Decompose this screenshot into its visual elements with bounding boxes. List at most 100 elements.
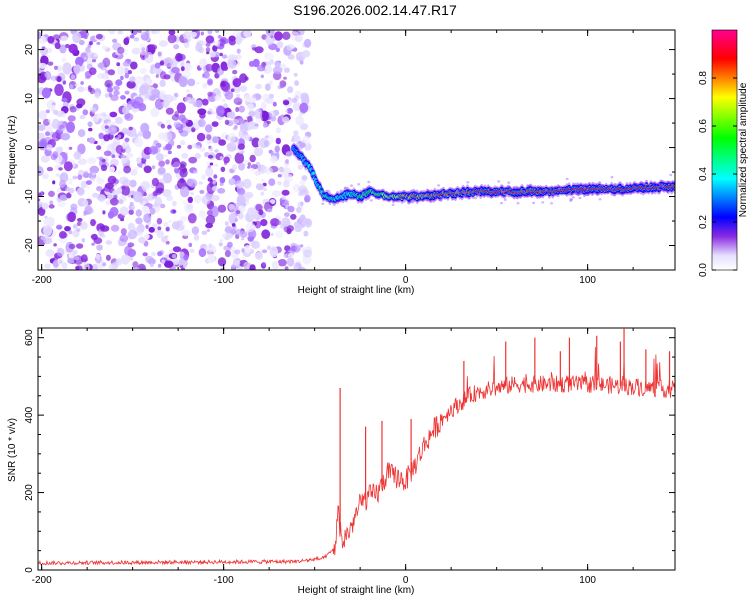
noise-blob bbox=[217, 204, 227, 213]
noise-blob bbox=[269, 199, 276, 205]
noise-blob bbox=[108, 263, 117, 270]
noise-blob bbox=[303, 230, 309, 237]
ridge-scatter bbox=[598, 198, 602, 201]
noise-blob bbox=[220, 61, 228, 70]
x-tick-label: 0 bbox=[403, 575, 409, 586]
noise-blob bbox=[224, 91, 234, 100]
noise-blob bbox=[285, 159, 289, 164]
noise-blob bbox=[66, 192, 72, 199]
ridge-scatter bbox=[302, 164, 306, 167]
noise-blob bbox=[134, 75, 144, 86]
noise-blob bbox=[238, 105, 245, 113]
noise-blob bbox=[131, 47, 141, 55]
noise-blob bbox=[133, 266, 140, 270]
ridge-scatter bbox=[579, 191, 583, 195]
noise-blob bbox=[257, 65, 266, 72]
noise-blob bbox=[270, 232, 274, 237]
noise-blob bbox=[206, 134, 212, 141]
noise-blob bbox=[151, 165, 156, 170]
noise-blob bbox=[265, 33, 275, 46]
noise-blob bbox=[297, 141, 302, 144]
noise-blob bbox=[88, 67, 97, 75]
noise-blob bbox=[138, 43, 148, 56]
noise-blob bbox=[145, 255, 154, 263]
ridge-scatter bbox=[321, 202, 325, 205]
noise-blob bbox=[196, 145, 201, 150]
noise-blob bbox=[105, 240, 113, 245]
noise-blob bbox=[117, 170, 122, 175]
noise-blob bbox=[59, 179, 66, 188]
noise-blob bbox=[275, 137, 281, 145]
noise-blob bbox=[148, 146, 159, 155]
noise-blob bbox=[56, 188, 61, 193]
noise-blob bbox=[63, 161, 73, 172]
noise-blob bbox=[155, 74, 159, 78]
noise-blob bbox=[239, 73, 248, 84]
noise-blob bbox=[283, 100, 290, 106]
noise-blob bbox=[260, 74, 264, 79]
noise-blob bbox=[168, 220, 173, 223]
noise-blob bbox=[304, 195, 311, 203]
noise-blob bbox=[197, 108, 207, 115]
noise-blob bbox=[129, 76, 136, 83]
noise-blob bbox=[123, 165, 131, 174]
noise-blob bbox=[92, 192, 99, 198]
noise-blob bbox=[155, 153, 164, 162]
noise-blob bbox=[86, 185, 90, 190]
noise-blob bbox=[236, 187, 246, 196]
noise-blob bbox=[161, 236, 168, 243]
noise-blob bbox=[160, 178, 165, 183]
noise-blob bbox=[157, 263, 162, 268]
ridge-scatter bbox=[343, 186, 347, 189]
noise-blob bbox=[77, 129, 86, 138]
noise-blob bbox=[67, 177, 74, 185]
noise-blob bbox=[120, 185, 126, 190]
noise-blob bbox=[86, 57, 94, 66]
x-tick-label: 0 bbox=[403, 275, 409, 286]
noise-blob bbox=[270, 218, 280, 227]
noise-blob bbox=[68, 146, 73, 150]
noise-blob bbox=[188, 242, 193, 248]
noise-blob bbox=[236, 210, 241, 215]
noise-blob bbox=[91, 109, 96, 114]
noise-blob bbox=[95, 257, 104, 266]
noise-blob bbox=[270, 155, 278, 164]
ridge-scatter bbox=[350, 184, 353, 187]
noise-blob bbox=[284, 67, 290, 73]
noise-blob bbox=[299, 142, 306, 148]
noise-blob bbox=[219, 182, 224, 186]
noise-blob bbox=[222, 54, 228, 59]
noise-blob bbox=[94, 92, 101, 99]
noise-blob bbox=[202, 41, 207, 45]
noise-blob bbox=[171, 67, 180, 74]
noise-blob bbox=[274, 145, 280, 153]
noise-blob bbox=[163, 74, 171, 80]
noise-blob bbox=[100, 225, 110, 232]
noise-blob bbox=[224, 221, 229, 226]
noise-blob bbox=[232, 259, 241, 266]
noise-blob bbox=[112, 38, 118, 43]
noise-blob bbox=[107, 69, 116, 76]
noise-blob bbox=[76, 187, 85, 196]
noise-blob bbox=[228, 212, 238, 225]
noise-blob bbox=[79, 114, 86, 120]
noise-blob bbox=[187, 144, 193, 150]
y-tick-label: -10 bbox=[24, 189, 35, 204]
noise-blob bbox=[213, 174, 218, 179]
noise-blob bbox=[193, 119, 198, 124]
noise-blob bbox=[286, 107, 293, 114]
noise-blob bbox=[173, 44, 180, 50]
noise-blob bbox=[67, 115, 76, 122]
noise-blob bbox=[62, 114, 67, 118]
ridge-scatter bbox=[582, 186, 586, 189]
noise-blob bbox=[209, 205, 219, 218]
noise-blob bbox=[72, 175, 78, 180]
noise-blob bbox=[124, 113, 134, 121]
noise-blob bbox=[167, 150, 172, 155]
noise-blob bbox=[239, 124, 249, 133]
noise-blob bbox=[150, 107, 160, 118]
noise-blob bbox=[277, 220, 282, 225]
noise-blob bbox=[170, 95, 177, 101]
noise-blob bbox=[295, 95, 299, 99]
noise-blob bbox=[201, 174, 206, 180]
